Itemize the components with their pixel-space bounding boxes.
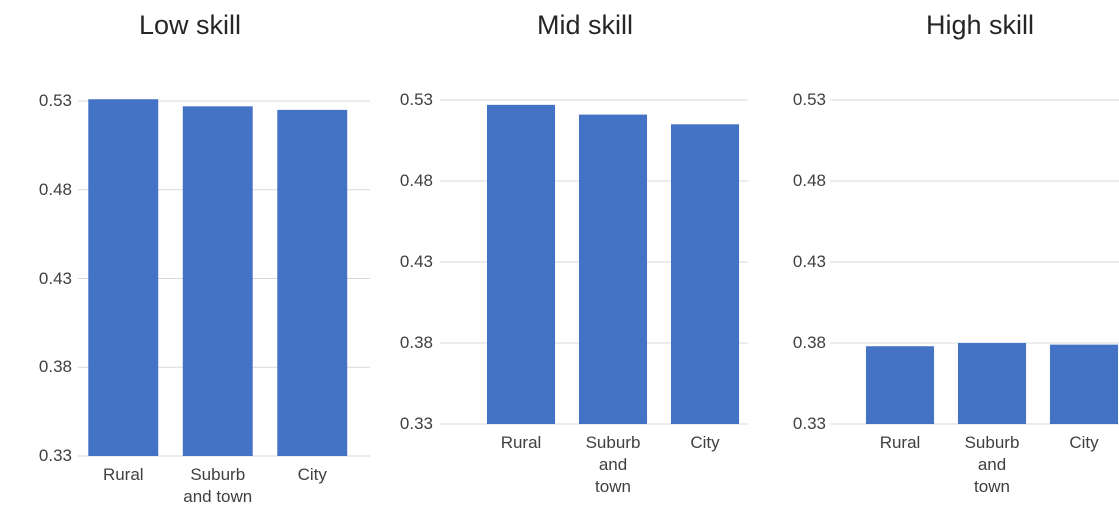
y-tick-label: 0.38 (792, 333, 826, 352)
bar (277, 109, 348, 456)
y-tick-label: 0.33 (399, 414, 433, 433)
x-tick-label: City (690, 433, 720, 452)
y-tick-label: 0.48 (399, 171, 433, 190)
y-tick-label: 0.43 (792, 252, 826, 271)
y-tick-label: 0.53 (38, 91, 72, 110)
bar (865, 346, 935, 424)
bar (486, 104, 556, 425)
x-tick-label: Rural (879, 433, 921, 452)
bar (1049, 344, 1119, 424)
bar (578, 114, 648, 424)
y-tick-label: 0.33 (38, 446, 72, 465)
bar (182, 106, 253, 456)
y-tick-label: 0.53 (399, 90, 433, 109)
y-tick-label: 0.38 (38, 357, 72, 377)
x-tick-label: Suburb and town (585, 433, 641, 496)
chart-title: High skill (925, 10, 1035, 40)
x-tick-label: Suburb and town (964, 433, 1020, 496)
x-tick-label: City (1069, 433, 1099, 452)
bar (88, 99, 159, 456)
y-tick-label: 0.48 (38, 179, 72, 199)
y-tick-label: 0.53 (792, 90, 826, 109)
bar (957, 343, 1027, 424)
y-tick-label: 0.48 (792, 171, 826, 190)
y-tick-label: 0.33 (792, 414, 826, 433)
x-tick-label: Suburb and town (183, 465, 253, 506)
chart-title: Low skill (138, 10, 242, 40)
y-tick-label: 0.38 (399, 333, 433, 352)
bar (670, 124, 740, 425)
x-tick-label: City (297, 465, 327, 484)
chart-title: Mid skill (536, 10, 633, 40)
x-tick-label: Rural (500, 433, 542, 452)
y-tick-label: 0.43 (399, 252, 433, 271)
y-tick-label: 0.43 (38, 268, 72, 288)
x-tick-label: Rural (102, 465, 144, 484)
